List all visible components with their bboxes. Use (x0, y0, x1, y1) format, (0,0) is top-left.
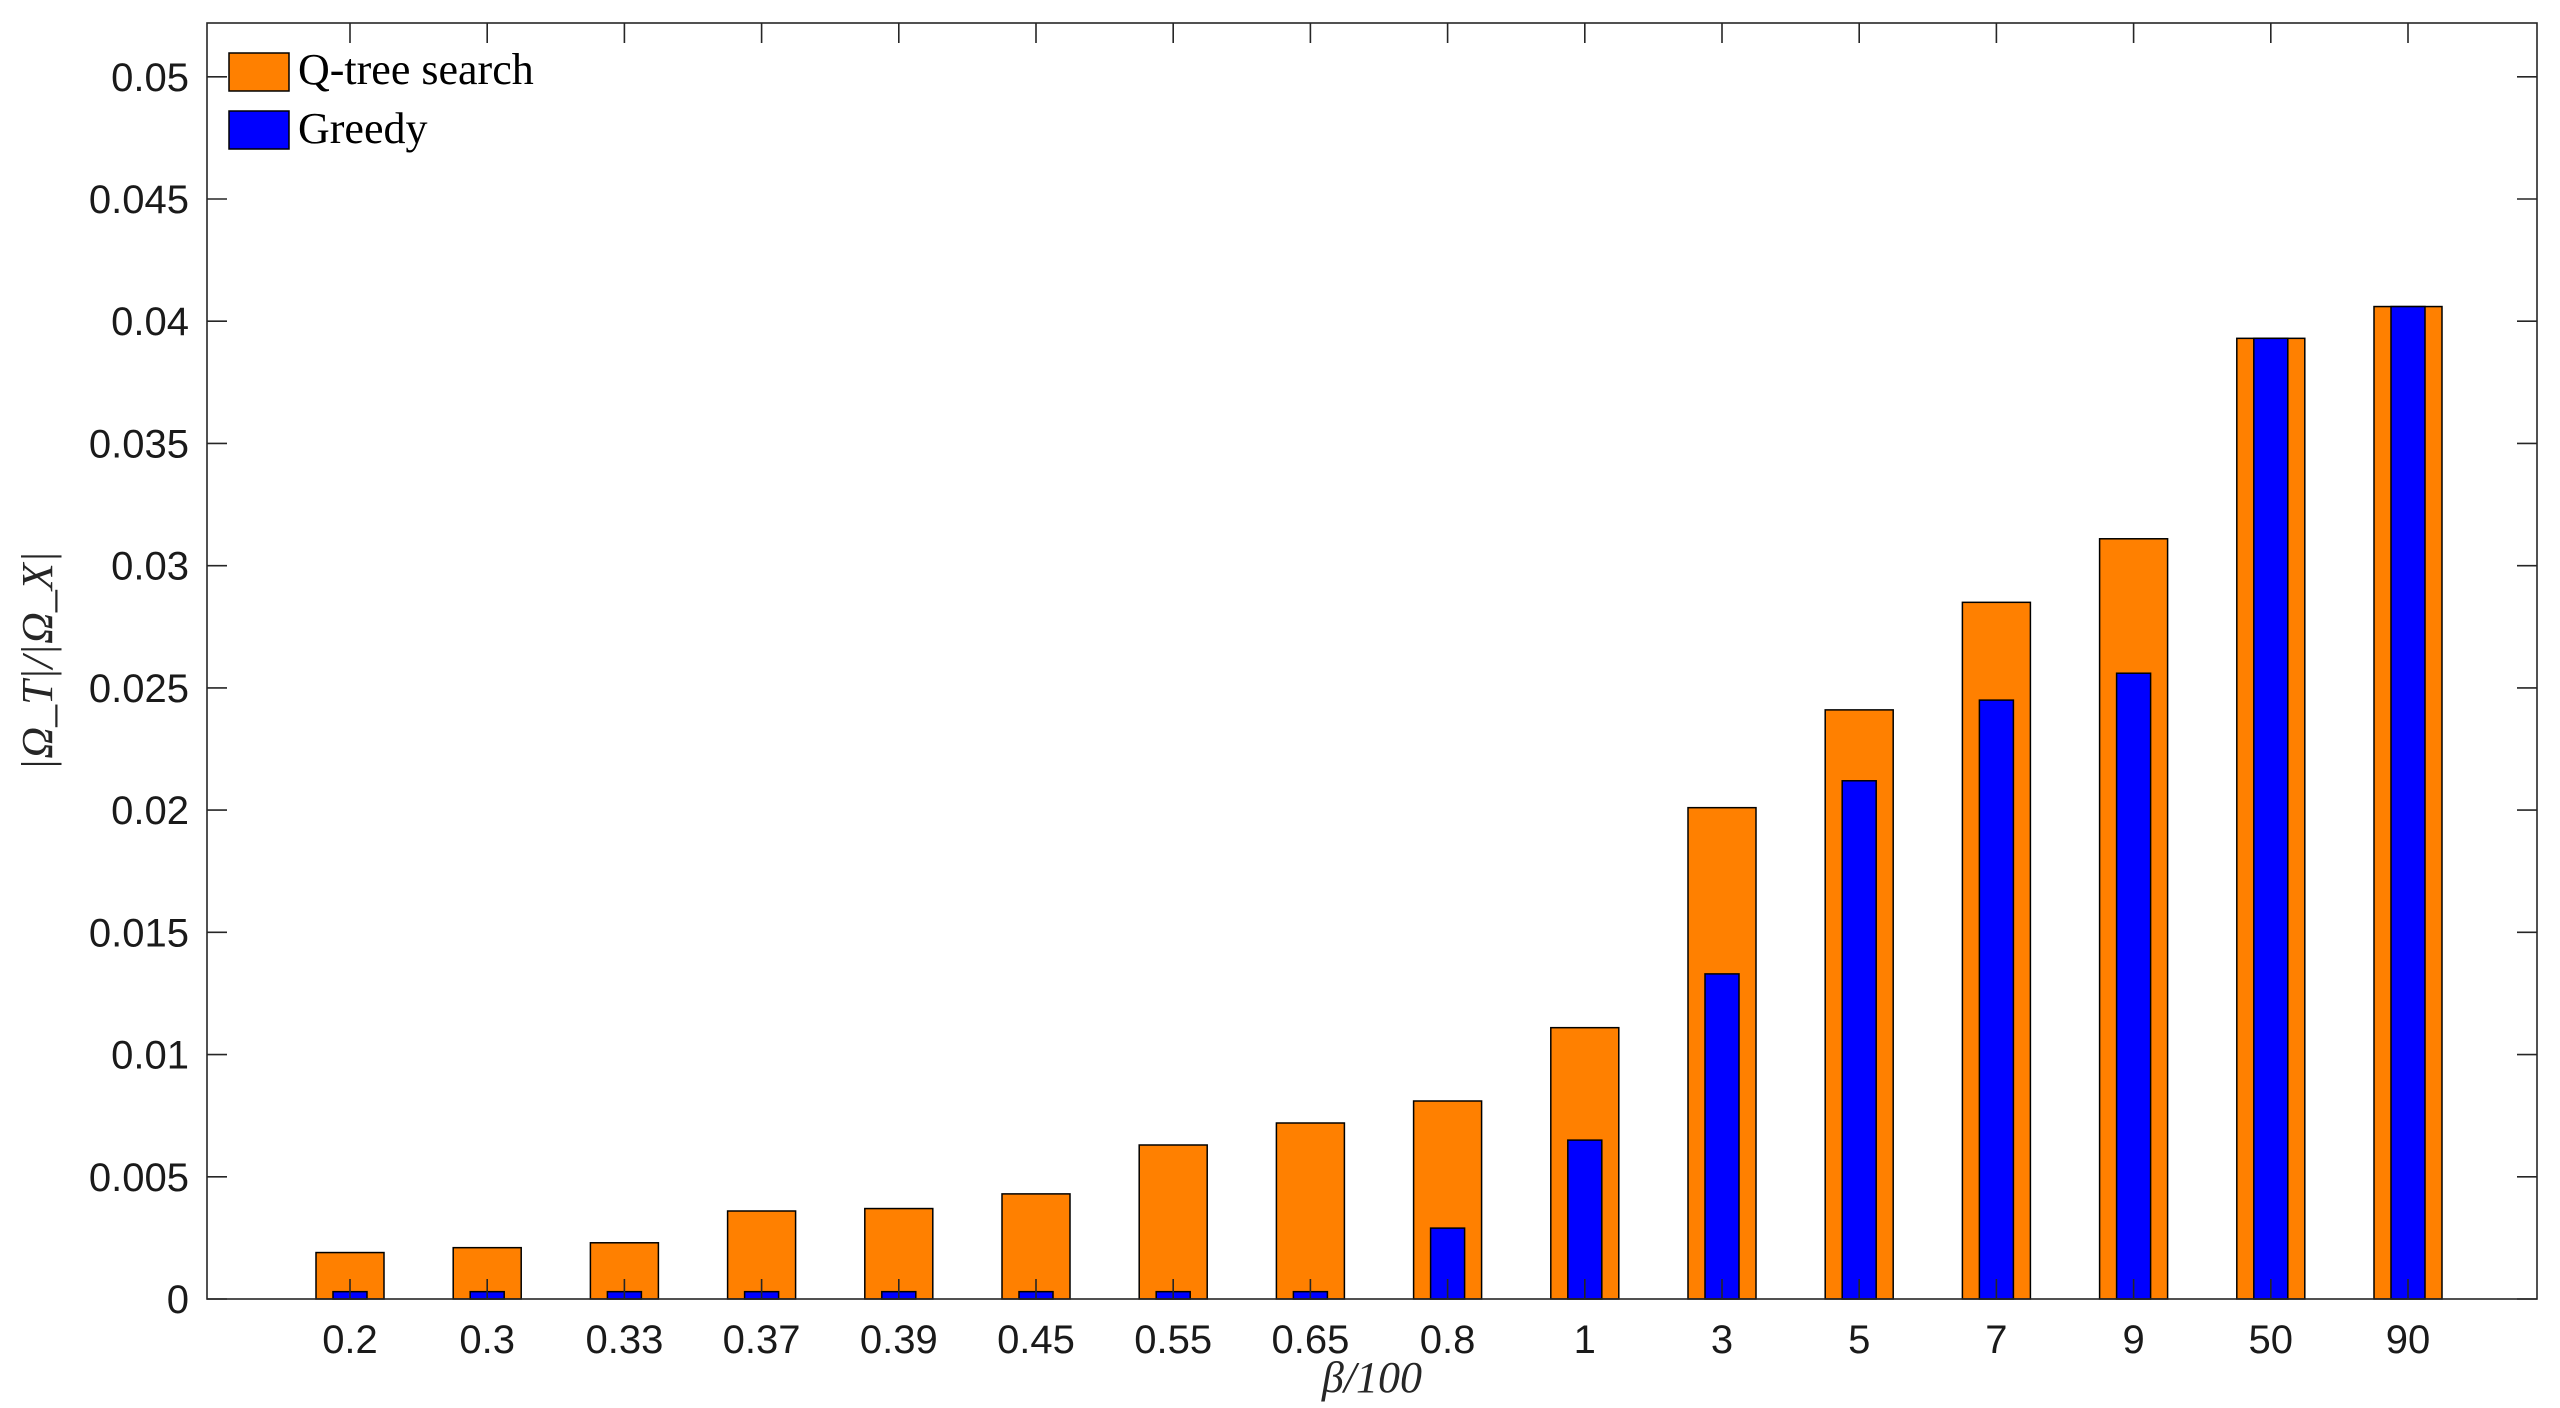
x-tick-label: 5 (1848, 1318, 1870, 1362)
bar-greedy (2115, 672, 2152, 1300)
x-tick-label: 0.37 (723, 1318, 801, 1362)
x-tick-label: 0.33 (585, 1318, 663, 1362)
x-tick-label: 50 (2249, 1318, 2294, 1362)
x-tick-label: 0.8 (1420, 1318, 1476, 1362)
x-tick-label: 0.45 (997, 1318, 1075, 1362)
bar-greedy (1704, 973, 1740, 1300)
x-tick-label: 0.39 (860, 1318, 938, 1362)
legend-label-greedy: Greedy (298, 104, 428, 153)
y-tick-label: 0.02 (111, 789, 189, 833)
y-tick-label: 0.03 (111, 545, 189, 589)
x-tick-label: 9 (2122, 1318, 2144, 1362)
axes (206, 22, 2538, 1300)
x-tick-label: 0.3 (459, 1318, 515, 1362)
y-tick-label: 0.025 (89, 667, 189, 711)
y-tick-label: 0.01 (111, 1034, 189, 1078)
legend-label-q-tree-search: Q-tree search (298, 45, 534, 94)
legend-swatch-greedy (228, 110, 290, 150)
bar-greedy (1567, 1139, 1603, 1300)
x-tick-label: 3 (1711, 1318, 1733, 1362)
y-tick-label: 0.04 (111, 300, 189, 344)
y-axis-label: |Ω_T|/|Ω_X| (13, 551, 62, 771)
bar-greedy (1978, 699, 2015, 1300)
x-tick-label: 0.65 (1271, 1318, 1349, 1362)
bar-greedy (1841, 780, 1877, 1300)
legend: Q-tree search Greedy (228, 45, 534, 153)
bar-q-tree-search (1138, 1144, 1208, 1300)
x-tick-labels: 0.2 0.3 0.33 0.37 0.39 0.45 0.55 0.65 0.8 1 3 5 7 9 50… (322, 1318, 2430, 1362)
bar-greedy (2253, 337, 2289, 1300)
y-tick-label: 0.035 (89, 422, 189, 466)
y-tick-labels: 0 0.005 0.01 0.015 0.02 0.025 0.03 0.035 0.04 0.0… (89, 56, 189, 1322)
bar-greedy (2390, 305, 2426, 1300)
y-tick-label: 0.05 (111, 56, 189, 100)
x-tick-label: 90 (2386, 1318, 2431, 1362)
bar-q-tree-search (1275, 1122, 1346, 1300)
legend-swatch-q-tree-search (228, 52, 290, 92)
x-tick-label: 0.55 (1134, 1318, 1212, 1362)
axes-box (206, 22, 2538, 1300)
x-axis-label: β/100 (1321, 1353, 1422, 1402)
plot-area (207, 23, 2537, 1299)
y-tick-label: 0.045 (89, 178, 189, 222)
y-tick-label: 0 (167, 1278, 189, 1322)
x-tick-label: 0.2 (322, 1318, 378, 1362)
x-tick-label: 7 (1985, 1318, 2007, 1362)
x-tick-label: 1 (1574, 1318, 1596, 1362)
y-tick-label: 0.005 (89, 1156, 189, 1200)
y-tick-label: 0.015 (89, 911, 189, 955)
